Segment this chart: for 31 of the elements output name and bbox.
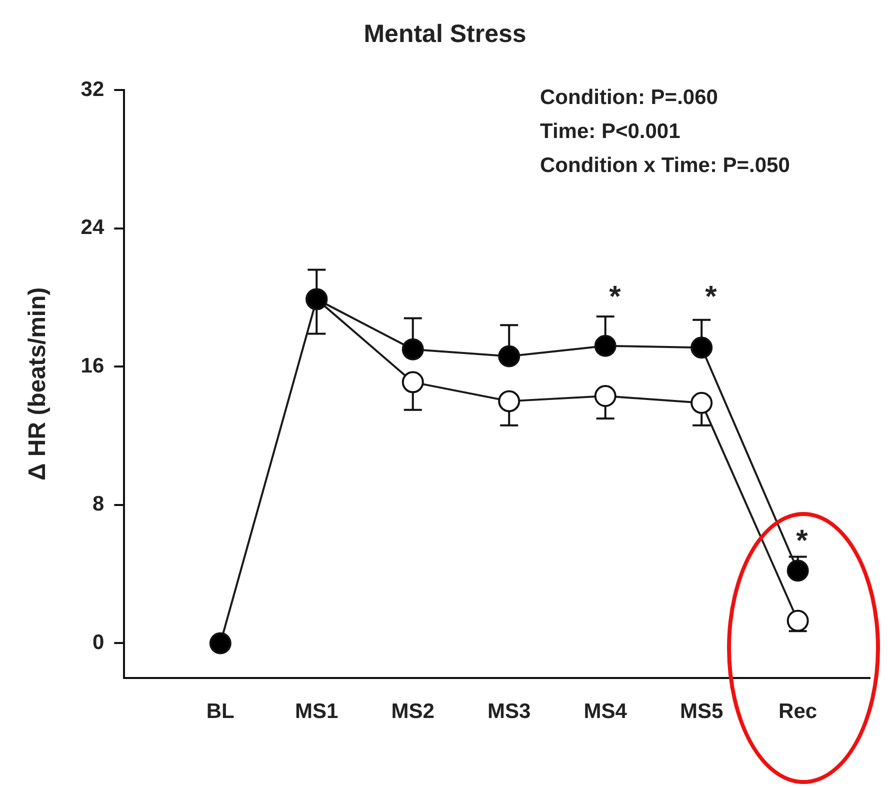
x-tick-label: Rec bbox=[778, 700, 818, 724]
annotation: * bbox=[705, 280, 718, 314]
y-tick-label: 32 bbox=[80, 78, 104, 101]
point bbox=[498, 345, 520, 368]
annotation: * bbox=[609, 280, 622, 314]
point bbox=[209, 632, 232, 654]
point bbox=[786, 610, 809, 632]
point bbox=[690, 392, 713, 414]
point bbox=[786, 560, 809, 582]
y-tick-label: 8 bbox=[92, 492, 104, 516]
x-tick-label: BL bbox=[206, 700, 235, 724]
annotation: Time: P<0.001 bbox=[540, 120, 681, 143]
annotation: * bbox=[796, 524, 808, 558]
x-tick-label: MS5 bbox=[680, 700, 724, 724]
y-tick-label: 24 bbox=[80, 216, 104, 240]
point bbox=[402, 338, 424, 360]
y-axis-title: Δ HR (beats/min) bbox=[24, 287, 52, 481]
point bbox=[594, 334, 616, 357]
point bbox=[690, 336, 713, 359]
point bbox=[498, 390, 520, 412]
point bbox=[594, 385, 616, 407]
point bbox=[402, 371, 424, 394]
x-tick-label: MS2 bbox=[391, 700, 434, 724]
x-tick-label: MS4 bbox=[584, 700, 628, 724]
y-tick-label: 16 bbox=[80, 354, 104, 378]
y-tick-label: 0 bbox=[92, 631, 104, 654]
chart-title: Mental Stress bbox=[364, 20, 526, 48]
x-tick-label: MS1 bbox=[295, 700, 339, 724]
annotation: Condition: P=.060 bbox=[540, 86, 718, 109]
x-tick-label: MS3 bbox=[488, 700, 531, 724]
annotation: Condition x Time: P=.050 bbox=[540, 154, 790, 177]
